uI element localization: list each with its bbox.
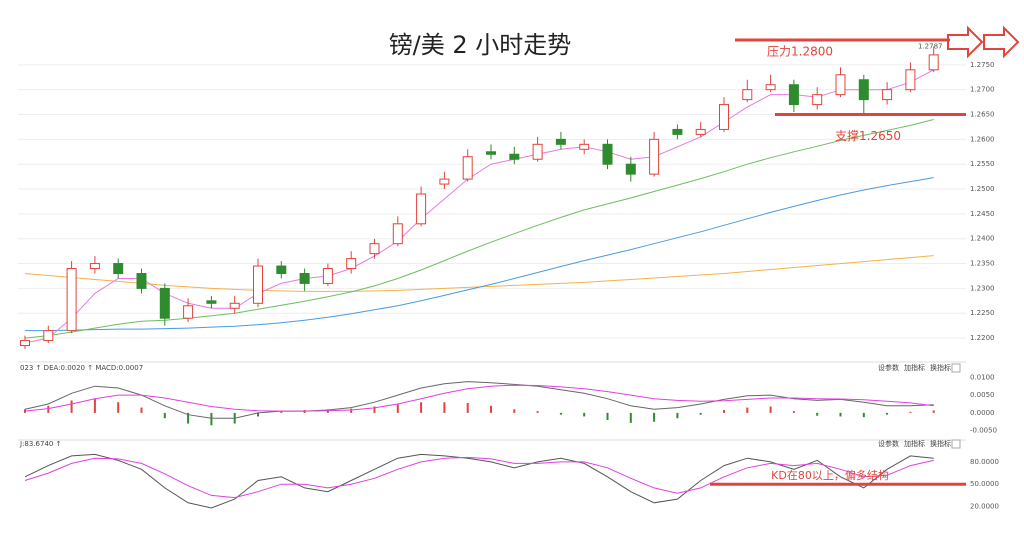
candle-body — [625, 163, 636, 175]
candle-body — [43, 330, 54, 342]
candle-body — [672, 128, 683, 135]
chart-title: 镑/美 2 小时走势 — [389, 31, 572, 59]
y-tick-label: 0.0050 — [970, 391, 995, 399]
candle-body — [253, 265, 263, 304]
arrow-icon — [947, 25, 984, 59]
candle-body — [486, 151, 496, 155]
macd-line — [24, 381, 934, 419]
candle-body — [113, 263, 124, 274]
candle-body — [462, 156, 473, 180]
y-tick-label: 1.2300 — [970, 284, 995, 292]
y-tick-label: 1.2250 — [970, 309, 995, 317]
candle-body — [229, 302, 240, 309]
candle-body — [299, 272, 310, 284]
y-tick-label: 1.2450 — [970, 210, 995, 218]
candle-body — [719, 104, 729, 130]
candle-body — [835, 74, 846, 96]
candle-body — [20, 340, 30, 347]
candle-body — [346, 258, 357, 270]
y-tick-label: 50.0000 — [970, 480, 999, 488]
moving-average — [24, 69, 934, 344]
y-tick-label: 1.2500 — [970, 185, 995, 193]
candle-body — [579, 143, 590, 150]
indicator-button[interactable]: 加指标 — [904, 439, 925, 448]
indicator-button[interactable]: 设参数 — [878, 363, 899, 372]
y-tick-label: 1.2550 — [970, 160, 995, 168]
y-tick-label: 1.2350 — [970, 260, 995, 268]
y-tick-label: 1.2650 — [970, 111, 995, 119]
candle-body — [89, 263, 100, 270]
candle-body — [765, 84, 776, 91]
indicator-button[interactable]: 换指标 — [930, 439, 951, 448]
candle-body — [392, 223, 403, 245]
kd-line — [24, 453, 934, 509]
candle-body — [812, 94, 823, 106]
panel-header: J:83.6740 ↑ — [19, 440, 61, 448]
candle-body — [928, 54, 939, 71]
indicator-button[interactable]: 换指标 — [930, 363, 951, 372]
y-tick-label: 1.2700 — [970, 86, 995, 94]
y-tick-label: 20.0000 — [970, 503, 999, 511]
y-tick-label: 80.0000 — [970, 458, 999, 466]
candle-body — [322, 268, 333, 284]
candle-body — [416, 193, 427, 225]
candle-body — [509, 153, 520, 160]
candle-body — [369, 243, 380, 255]
y-tick-label: 1.2750 — [970, 61, 995, 69]
y-tick-label: 1.2200 — [970, 334, 995, 342]
candle-body — [276, 265, 287, 274]
y-tick-label: 0.0100 — [970, 373, 995, 381]
macd-line — [24, 384, 934, 412]
candle-body — [858, 79, 869, 101]
moving-average — [25, 177, 934, 332]
candle-body — [439, 178, 450, 185]
price-label: 1.2787 — [918, 42, 943, 50]
candle-body — [905, 69, 916, 91]
y-tick-label: 0.0000 — [970, 409, 995, 417]
candle-body — [555, 138, 566, 145]
candle-body — [788, 84, 799, 106]
candle-body — [695, 128, 706, 135]
level-label: 支撑1.2650 — [835, 128, 901, 143]
y-tick-label: 1.2600 — [970, 135, 995, 143]
kd-line — [24, 456, 934, 499]
candle-body — [882, 89, 893, 101]
annotation: KD在80以上，偏多结构 — [771, 468, 889, 482]
candle-body — [742, 89, 753, 101]
candle-body — [649, 138, 660, 175]
indicator-button[interactable]: 加指标 — [904, 363, 925, 372]
level-label: 压力1.2800 — [767, 45, 833, 59]
candle-body — [66, 268, 77, 332]
close-button[interactable] — [951, 363, 961, 373]
candle-body — [206, 300, 217, 304]
candle-body — [159, 287, 170, 319]
moving-average — [24, 119, 934, 339]
indicator-button[interactable]: 设参数 — [878, 439, 899, 448]
candle-body — [136, 272, 147, 289]
y-tick-label: 1.2400 — [970, 235, 995, 243]
candle-body — [532, 143, 543, 160]
arrow-icon — [983, 25, 1020, 59]
close-button[interactable] — [951, 439, 961, 449]
candle-body — [602, 143, 613, 165]
candle-body — [183, 305, 194, 319]
panel-header: 023 ↑ DEA:0.0020 ↑ MACD:0.0007 — [20, 364, 143, 372]
y-tick-label: -0.0050 — [970, 427, 997, 435]
